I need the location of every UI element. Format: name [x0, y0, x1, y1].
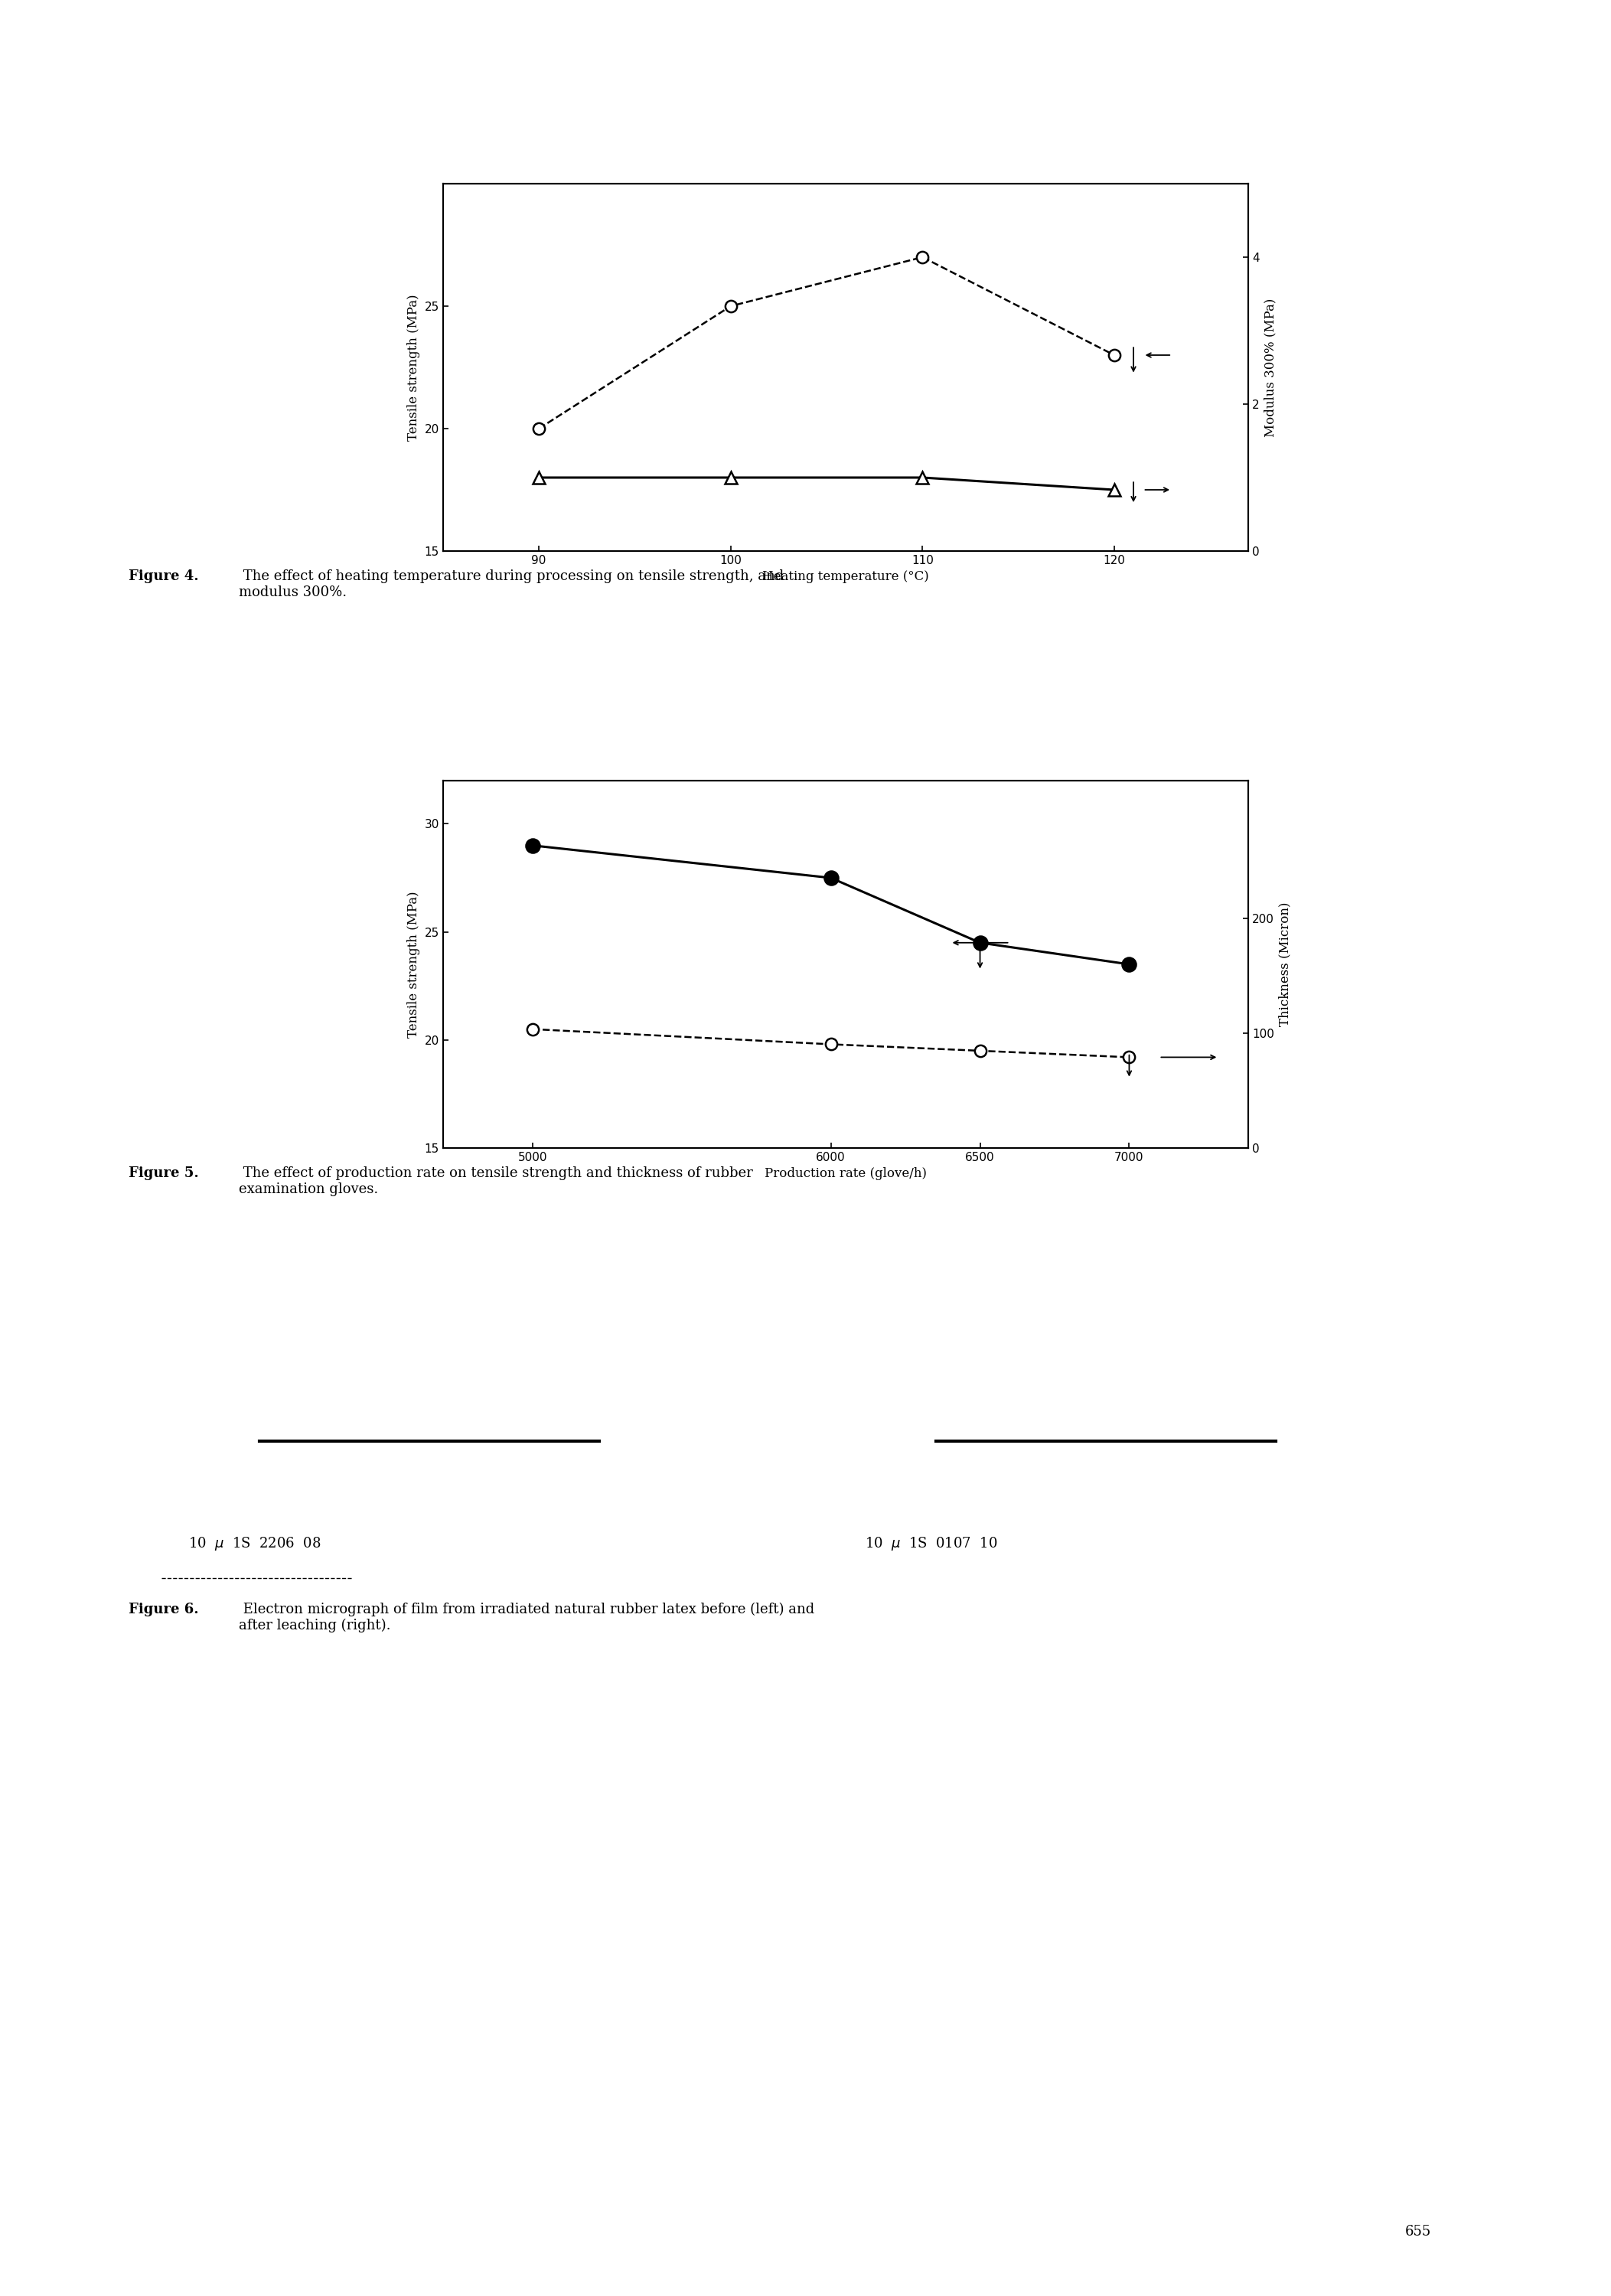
Y-axis label: Thickness (Micron): Thickness (Micron)	[1279, 902, 1292, 1026]
Text: 10  $\mu$  1S  2206  08: 10 $\mu$ 1S 2206 08	[188, 1536, 321, 1552]
Text: Figure 5.: Figure 5.	[129, 1166, 200, 1180]
Y-axis label: Tensile strength (MPa): Tensile strength (MPa)	[408, 891, 420, 1038]
Text: Figure 6.: Figure 6.	[129, 1603, 200, 1616]
Text: 655: 655	[1405, 2225, 1431, 2239]
Text: The effect of production rate on tensile strength and thickness of rubber
examin: The effect of production rate on tensile…	[238, 1166, 752, 1196]
X-axis label: Heating temperature (°C): Heating temperature (°C)	[762, 569, 930, 583]
Text: Electron micrograph of film from irradiated natural rubber latex before (left) a: Electron micrograph of film from irradia…	[238, 1603, 814, 1632]
Text: 10  $\mu$  1S  0107  10: 10 $\mu$ 1S 0107 10	[865, 1536, 997, 1552]
Y-axis label: Tensile strength (MPa): Tensile strength (MPa)	[408, 294, 420, 441]
Y-axis label: Modulus 300% (MPa): Modulus 300% (MPa)	[1265, 298, 1278, 436]
Text: Figure 4.: Figure 4.	[129, 569, 200, 583]
Text: The effect of heating temperature during processing on tensile strength, and
mod: The effect of heating temperature during…	[238, 569, 783, 599]
X-axis label: Production rate (glove/h): Production rate (glove/h)	[765, 1166, 926, 1180]
